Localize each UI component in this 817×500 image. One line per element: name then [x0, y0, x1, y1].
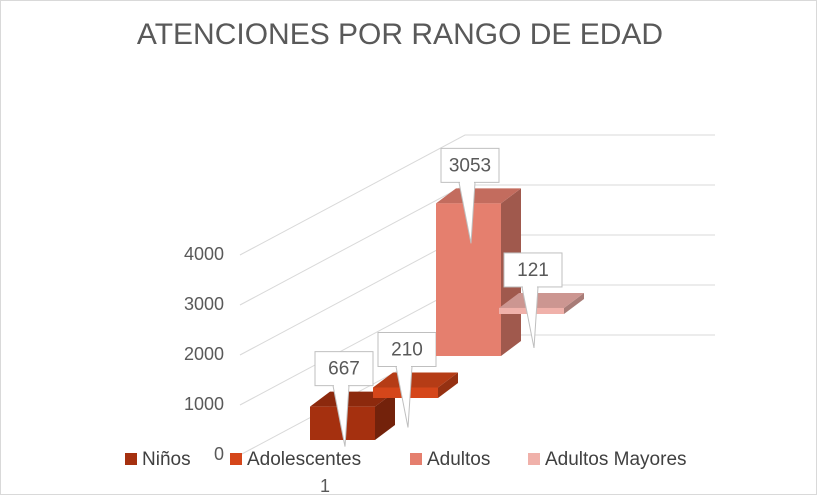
bar-side [438, 372, 458, 398]
callout-mask [460, 181, 474, 185]
chart-title: ATENCIONES POR RANGO DE EDAD [137, 18, 663, 51]
y-tick-label: 0 [214, 444, 224, 464]
bar-side [564, 292, 584, 314]
bar-side [375, 391, 395, 440]
legend-swatch [528, 453, 540, 465]
callout-mask [397, 365, 411, 369]
bar-top [436, 188, 521, 204]
legend-swatch [230, 453, 242, 465]
legend-label: Adolescentes [247, 449, 361, 470]
data-label: 3053 [449, 155, 491, 176]
data-label: 667 [328, 359, 360, 380]
callout-box [314, 351, 374, 387]
bar-top [373, 372, 458, 388]
data-label: 121 [517, 260, 549, 281]
callout-mask [523, 285, 537, 289]
y-tick-label: 2000 [184, 344, 224, 364]
legend-label: Adultos [427, 449, 490, 470]
callout-box [503, 252, 563, 288]
data-label: 210 [391, 340, 423, 361]
legend-swatch [410, 453, 422, 465]
legend-label: Niños [142, 449, 191, 470]
legend-label: Adultos Mayores [545, 449, 687, 470]
y-tick-label: 4000 [184, 244, 224, 264]
grid-line [239, 134, 715, 256]
callout-mask [334, 384, 348, 388]
bar-top [499, 292, 584, 308]
legend-swatch [125, 453, 137, 465]
callout-box [377, 332, 437, 367]
y-tick-label: 3000 [184, 294, 224, 314]
x-tick-label: 1 [320, 476, 330, 495]
y-tick-label: 1000 [184, 394, 224, 414]
